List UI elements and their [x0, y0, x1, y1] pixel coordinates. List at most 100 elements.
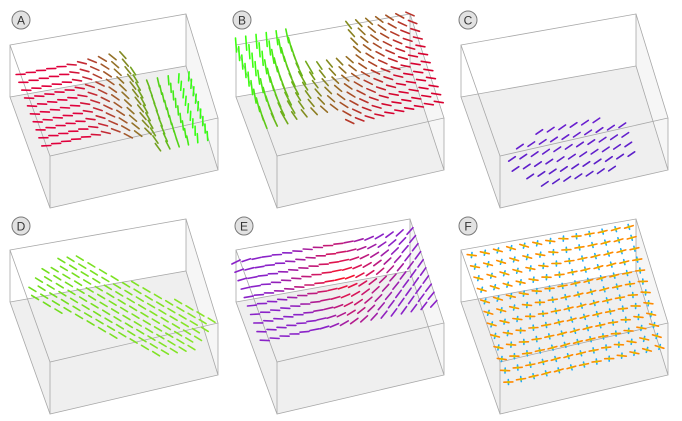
glyph — [341, 266, 353, 271]
glyph — [251, 256, 262, 261]
glyph — [124, 322, 134, 329]
glyph — [384, 291, 393, 301]
glyph-dot — [630, 340, 633, 344]
glyph — [400, 29, 411, 35]
glyph — [410, 303, 418, 313]
glyph — [327, 287, 338, 292]
glyph — [103, 284, 113, 291]
glyph-dot — [548, 287, 551, 290]
glyph-dot — [507, 380, 510, 384]
glyph — [54, 308, 63, 315]
glyph — [324, 86, 333, 95]
glyph — [135, 81, 142, 91]
glyph — [104, 317, 113, 324]
glyph — [361, 288, 371, 296]
glyph — [535, 128, 544, 135]
glyph — [138, 336, 147, 343]
glyph — [98, 268, 108, 275]
glyph — [87, 91, 98, 96]
glyph — [334, 277, 345, 282]
glyph — [152, 135, 159, 144]
glyph — [319, 105, 329, 113]
glyph — [390, 66, 401, 71]
glyph-dot — [604, 241, 607, 245]
glyph-dot — [565, 248, 568, 252]
glyph — [304, 60, 314, 75]
glyph — [177, 73, 180, 84]
glyph-dot — [512, 306, 516, 309]
panel-c: C — [458, 10, 669, 209]
glyph-dot — [509, 246, 513, 250]
glyph-dot — [500, 357, 504, 361]
glyph — [261, 255, 273, 258]
glyph — [350, 72, 360, 80]
glyph — [338, 66, 347, 74]
glyph-dot — [557, 320, 561, 324]
glyph — [350, 37, 359, 46]
glyph — [182, 88, 185, 99]
panel-a-glyphs — [15, 50, 209, 152]
glyph — [583, 129, 593, 136]
glyph — [140, 344, 150, 351]
glyph — [541, 148, 551, 155]
glyph — [339, 101, 349, 109]
glyph — [587, 139, 596, 146]
svg-text:D: D — [17, 220, 26, 234]
glyph — [30, 294, 40, 301]
glyph — [585, 170, 594, 177]
glyph — [255, 97, 261, 113]
glyph — [67, 289, 76, 296]
glyph-dot — [506, 283, 509, 287]
glyph-dot — [639, 326, 643, 330]
glyph — [414, 250, 422, 260]
glyph — [335, 250, 347, 254]
glyph — [343, 301, 354, 308]
glyph — [384, 111, 395, 115]
glyph — [108, 300, 117, 307]
glyph — [615, 153, 625, 160]
glyph — [187, 103, 190, 114]
glyph — [88, 125, 99, 129]
glyph — [288, 72, 296, 87]
glyph-dot — [633, 247, 636, 251]
glyph — [415, 44, 426, 48]
glyph — [151, 318, 160, 325]
glyph — [420, 301, 428, 311]
glyph — [137, 303, 147, 310]
glyph — [263, 59, 268, 75]
glyph-dot — [620, 354, 624, 358]
glyph-dot — [597, 265, 600, 269]
glyph-dot — [614, 332, 618, 335]
glyph — [333, 242, 344, 245]
glyph — [64, 281, 74, 288]
glyph — [95, 318, 104, 325]
glyph — [126, 73, 134, 83]
glyph — [317, 96, 326, 105]
glyph-dot — [594, 254, 597, 258]
glyph — [392, 39, 403, 45]
glyph — [287, 268, 299, 272]
glyph — [187, 71, 190, 82]
glyph — [429, 299, 438, 308]
panel-b-glyphs — [234, 11, 445, 130]
glyph — [410, 27, 421, 33]
glyph-dot — [617, 343, 621, 347]
glyph — [135, 296, 144, 303]
glyph — [396, 262, 405, 272]
glyph — [176, 306, 185, 313]
glyph-dot — [477, 276, 480, 280]
glyph — [380, 249, 390, 257]
glyph — [89, 65, 100, 72]
glyph — [383, 257, 392, 265]
glyph — [310, 300, 321, 304]
glyph — [162, 324, 172, 331]
glyph — [87, 58, 98, 64]
glyph — [604, 155, 614, 163]
glyph — [412, 36, 424, 40]
glyph — [97, 88, 108, 95]
glyph — [300, 109, 308, 118]
glyph-dot — [503, 271, 506, 275]
glyph — [110, 308, 120, 314]
glyph — [393, 109, 405, 113]
glyph — [422, 275, 430, 285]
